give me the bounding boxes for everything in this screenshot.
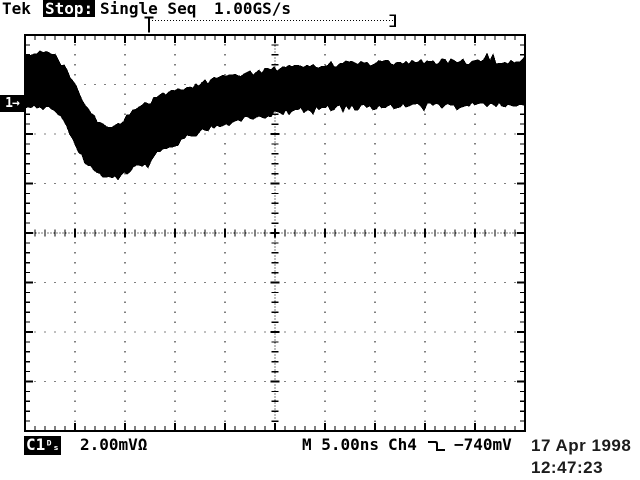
trigger-level-readout: −740mV xyxy=(454,435,512,454)
date-label: 17 Apr 1998 xyxy=(531,436,632,455)
channel-1-coupling-glyph: ᴰₛ xyxy=(45,439,60,454)
channel-1-position-marker: 1→ xyxy=(0,95,24,112)
time-label: 12:47:23 xyxy=(531,458,604,477)
sample-rate-label: 1.00GS/s xyxy=(214,0,292,18)
trigger-position-bar xyxy=(144,14,396,33)
acquisition-mode-label: Single Seq xyxy=(100,0,197,18)
acquisition-status-badge: Stop: xyxy=(43,0,96,18)
channel-1-badge: C1ᴰₛ xyxy=(24,436,61,455)
channel-1-label: C1 xyxy=(26,435,46,454)
falling-edge-trigger-icon xyxy=(428,440,445,452)
timebase-readout: M 5.00ns xyxy=(302,435,380,454)
tek-logo: Tek xyxy=(2,0,31,18)
trigger-source-readout: Ch4 xyxy=(388,435,417,454)
envelope-waveform xyxy=(24,50,524,181)
waveform-trace xyxy=(24,50,524,181)
channel-1-scale-readout: 2.00mVΩ xyxy=(80,435,148,454)
graticule xyxy=(24,34,526,432)
